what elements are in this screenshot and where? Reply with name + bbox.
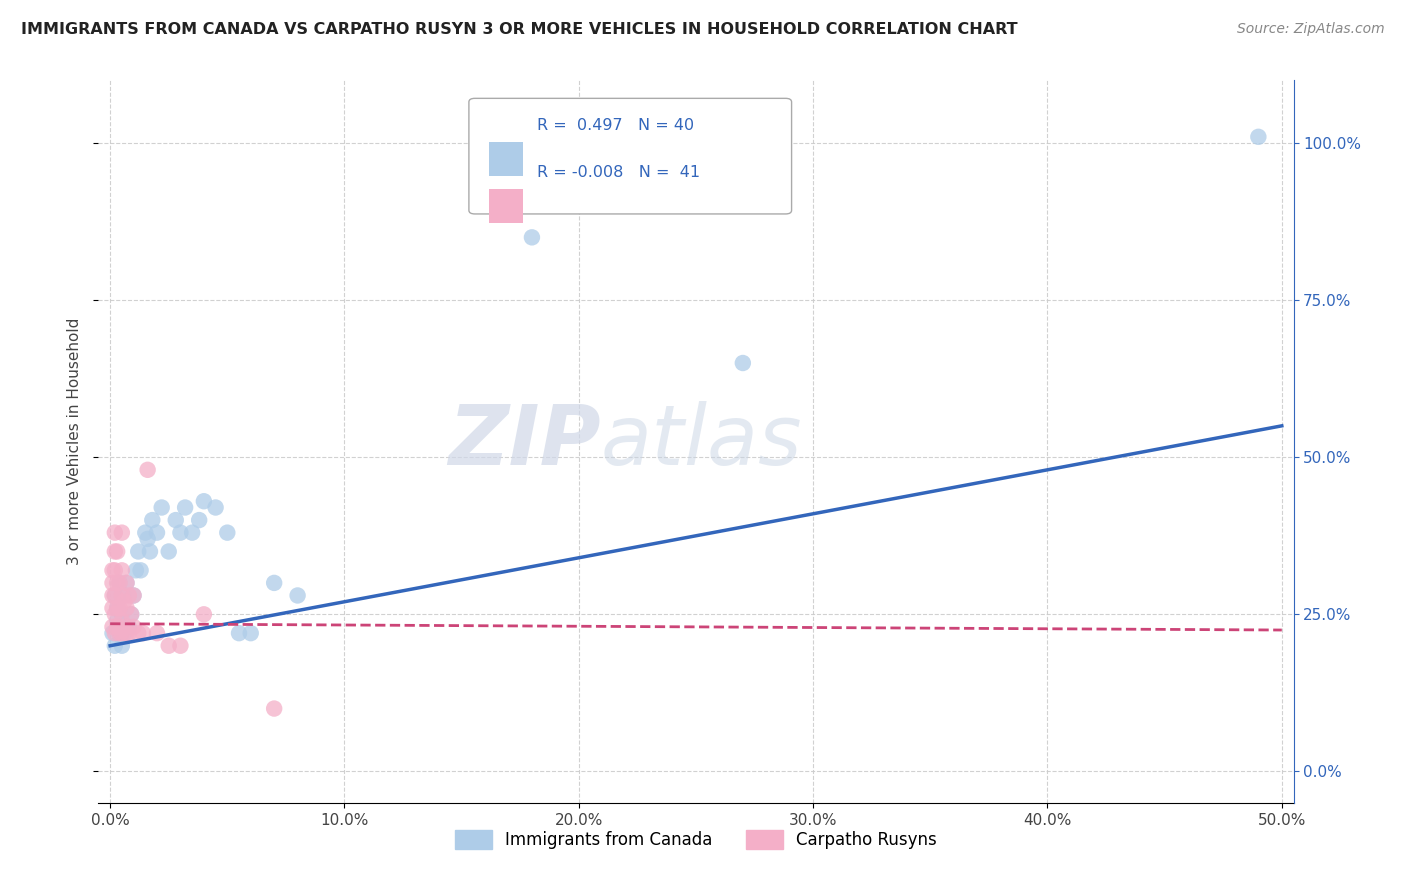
Point	[731, 356, 754, 370]
Point	[287, 589, 309, 603]
Point	[111, 607, 134, 622]
Point	[125, 563, 148, 577]
FancyBboxPatch shape	[489, 142, 523, 177]
Point	[112, 626, 135, 640]
Point	[112, 595, 135, 609]
Point	[150, 500, 173, 515]
Point	[105, 601, 128, 615]
Text: R =  0.497   N = 40: R = 0.497 N = 40	[537, 118, 695, 133]
Text: IMMIGRANTS FROM CANADA VS CARPATHO RUSYN 3 OR MORE VEHICLES IN HOUSEHOLD CORRELA: IMMIGRANTS FROM CANADA VS CARPATHO RUSYN…	[21, 22, 1018, 37]
Point	[146, 525, 169, 540]
Point	[217, 525, 239, 540]
Point	[108, 626, 131, 640]
Point	[193, 494, 215, 508]
FancyBboxPatch shape	[489, 189, 523, 223]
Point	[111, 639, 134, 653]
Point	[181, 525, 204, 540]
Text: R = -0.008   N =  41: R = -0.008 N = 41	[537, 164, 700, 179]
Point	[115, 575, 138, 590]
Point	[115, 601, 138, 615]
Point	[104, 563, 127, 577]
Text: atlas: atlas	[600, 401, 801, 482]
Point	[157, 544, 180, 558]
Point	[188, 513, 211, 527]
Point	[111, 614, 134, 628]
Point	[136, 463, 159, 477]
Point	[127, 626, 149, 640]
Y-axis label: 3 or more Vehicles in Household: 3 or more Vehicles in Household	[67, 318, 83, 566]
Point	[132, 626, 155, 640]
Point	[105, 575, 128, 590]
Point	[115, 626, 138, 640]
Text: Source: ZipAtlas.com: Source: ZipAtlas.com	[1237, 22, 1385, 37]
Point	[104, 544, 127, 558]
Point	[141, 513, 163, 527]
Point	[104, 589, 127, 603]
Point	[101, 601, 124, 615]
Point	[112, 620, 135, 634]
Point	[112, 589, 135, 603]
Point	[169, 639, 191, 653]
Legend: Immigrants from Canada, Carpatho Rusyns: Immigrants from Canada, Carpatho Rusyns	[449, 823, 943, 856]
Point	[108, 575, 131, 590]
Point	[105, 614, 128, 628]
Point	[204, 500, 226, 515]
Point	[104, 626, 127, 640]
Point	[108, 626, 131, 640]
Point	[139, 544, 162, 558]
Point	[111, 589, 134, 603]
Point	[120, 607, 142, 622]
Point	[134, 525, 156, 540]
Point	[157, 639, 180, 653]
Point	[104, 589, 127, 603]
Point	[105, 601, 128, 615]
Point	[122, 589, 145, 603]
Point	[120, 607, 142, 622]
Point	[1247, 129, 1270, 144]
Point	[165, 513, 187, 527]
Point	[104, 639, 127, 653]
Point	[115, 575, 138, 590]
Point	[239, 626, 262, 640]
Point	[127, 544, 149, 558]
Point	[108, 575, 131, 590]
Point	[520, 230, 543, 244]
Point	[104, 607, 127, 622]
Point	[263, 575, 285, 590]
Point	[129, 563, 152, 577]
Point	[122, 589, 145, 603]
Point	[169, 525, 191, 540]
Point	[136, 532, 159, 546]
Point	[101, 589, 124, 603]
Point	[193, 607, 215, 622]
Point	[118, 620, 141, 634]
Point	[122, 620, 145, 634]
Point	[111, 626, 134, 640]
Point	[118, 626, 141, 640]
Point	[263, 701, 285, 715]
Point	[105, 620, 128, 634]
Point	[101, 563, 124, 577]
Point	[111, 563, 134, 577]
Point	[118, 589, 141, 603]
FancyBboxPatch shape	[470, 98, 792, 214]
Text: ZIP: ZIP	[447, 401, 600, 482]
Point	[104, 525, 127, 540]
Point	[228, 626, 250, 640]
Point	[146, 626, 169, 640]
Point	[101, 620, 124, 634]
Point	[101, 626, 124, 640]
Point	[105, 544, 128, 558]
Point	[174, 500, 197, 515]
Point	[101, 575, 124, 590]
Point	[111, 525, 134, 540]
Point	[108, 601, 131, 615]
